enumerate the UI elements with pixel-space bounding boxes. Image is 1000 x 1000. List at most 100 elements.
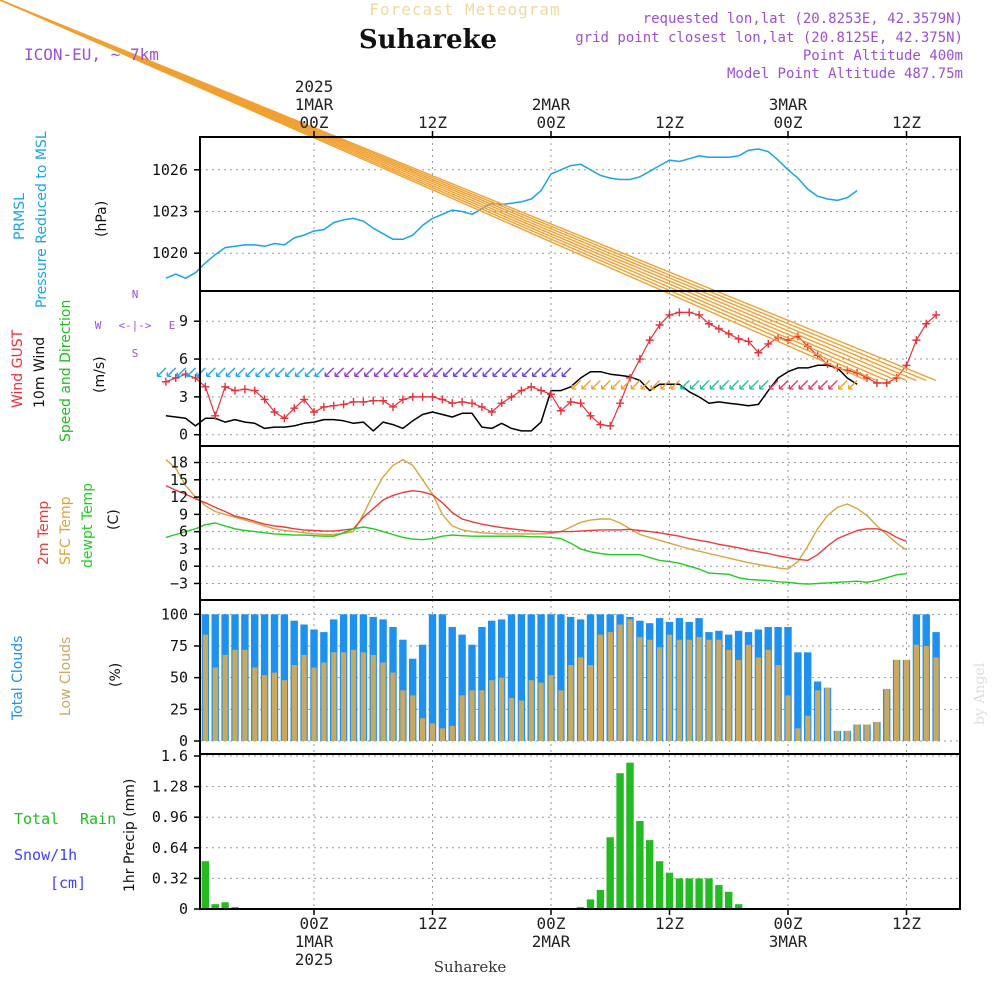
low-cloud-bar [607, 632, 613, 741]
wind-arrow [690, 379, 700, 390]
pressure-msl-label: Pressure Reduced to MSL [34, 131, 50, 308]
model-altitude: Model Point Altitude 487.75m [727, 66, 963, 82]
rain-label: Rain [80, 810, 116, 828]
wind-arrow-head [373, 372, 379, 378]
low-cloud-bar [212, 667, 218, 741]
wind-arrow-head [838, 384, 843, 390]
gust-marker [379, 396, 388, 405]
wind-arrow [334, 367, 345, 377]
wind-arrow-head [304, 372, 310, 378]
gust-marker [339, 400, 348, 409]
gust-marker [714, 324, 723, 333]
10m-wind-label: 10m Wind [32, 337, 48, 408]
gust-marker [418, 392, 427, 401]
gust-marker [329, 401, 338, 410]
total-cloud-bar [557, 614, 565, 741]
wind-arrow [700, 379, 710, 390]
pressure-line [165, 148, 858, 279]
wind-arrow-head [255, 372, 261, 378]
wind-arrow [384, 367, 394, 377]
y-tick-label: 3 [179, 540, 188, 558]
x-label-top: 12Z [892, 113, 921, 132]
low-cloud-bar [913, 644, 919, 741]
gust-marker [497, 399, 506, 408]
dewpt-temp-label: dewpt Temp [80, 483, 96, 568]
wind-arrow [354, 367, 364, 377]
low-cloud-bar [360, 652, 366, 741]
wind-arrow [364, 367, 374, 377]
low-cloud-bar [439, 728, 445, 741]
wind-gust-label: Wind GUST [10, 329, 26, 408]
low-cloud-bar [824, 687, 831, 741]
gust-marker [270, 408, 279, 416]
total-cloud-bar [537, 614, 545, 741]
dewpt-temp-line [165, 522, 907, 585]
wind-arrow [542, 367, 552, 377]
wind-arrow [314, 367, 325, 377]
low-cloud-bar [597, 634, 603, 741]
wind-arrow-head [462, 372, 468, 378]
y-tick-label: 18 [170, 454, 188, 472]
y-tick-label: 6 [179, 350, 188, 368]
low-cloud-bar [469, 690, 475, 741]
gust-marker [359, 397, 368, 406]
wind-arrow-head [798, 384, 804, 390]
x-label-bottom: 00Z [300, 914, 329, 933]
gust-marker [556, 406, 565, 415]
gust-marker [260, 395, 269, 404]
total-cloud-bar [418, 644, 427, 741]
wind-arrow-head [512, 372, 517, 378]
low-cloud-bar [785, 695, 791, 741]
x-label-bottom: 00Z [774, 914, 803, 933]
wind-arrow-head [630, 384, 636, 390]
gust-marker [300, 395, 309, 404]
rain-bar [725, 891, 733, 909]
low-cloud-bar [370, 654, 376, 741]
wind-arrow-head [610, 384, 616, 390]
low-cloud-bar [844, 730, 850, 741]
wind-arrow-head [739, 384, 745, 390]
low-cloud-bar [548, 675, 554, 741]
gust-marker [438, 395, 447, 404]
low-cloud-bar [380, 662, 386, 741]
y-tick-label: 0 [179, 557, 188, 575]
wind-arrow [482, 367, 493, 377]
wind-arrow-head [186, 372, 192, 378]
gust-marker [310, 408, 318, 416]
low-cloud-bar [795, 728, 801, 741]
gust-marker [764, 339, 773, 348]
wind-arrow-head [561, 372, 567, 378]
gust-marker [675, 308, 684, 317]
low-cloud-bar [420, 718, 426, 741]
wind-arrow-head [541, 372, 547, 378]
wind-arrow-head [235, 372, 241, 378]
low-cloud-bar [321, 662, 327, 741]
text-layer: Forecast Meteogram Suhareke ICON-EU, ~ 7… [10, 0, 988, 976]
wind-arrow-head [443, 372, 448, 378]
wind-arrow [561, 367, 572, 377]
panel-frame [199, 136, 961, 292]
x-label-bottom: 12Z [892, 914, 921, 933]
y-tick-label: 1020 [152, 244, 188, 262]
low-cloud-bar [311, 667, 317, 741]
low-cloud-bar [459, 695, 465, 741]
y-tick-label: 0.96 [152, 808, 188, 826]
x-label-top: 2MAR [532, 95, 571, 114]
wind-arrow [226, 367, 236, 377]
footer-location: Suhareke [434, 958, 507, 976]
total-cloud-bar [794, 652, 802, 741]
low-cloud-bar [834, 730, 840, 741]
gridpoint-coords: grid point closest lon,lat (20.8125E, 42… [575, 30, 963, 46]
low-cloud-bar [281, 680, 287, 741]
panel-frame [199, 753, 961, 910]
y-tick-label: 9 [179, 505, 188, 523]
low-cloud-bar [657, 647, 663, 741]
total-cloud-bar [458, 634, 466, 741]
panel-frames [194, 131, 961, 915]
y-tick-label: 1.28 [152, 778, 188, 796]
low-cloud-bar [765, 649, 771, 741]
gust-marker [507, 392, 516, 401]
rain-bar [626, 762, 634, 909]
wind-arrow [393, 367, 404, 377]
wind-arrow [650, 379, 661, 390]
